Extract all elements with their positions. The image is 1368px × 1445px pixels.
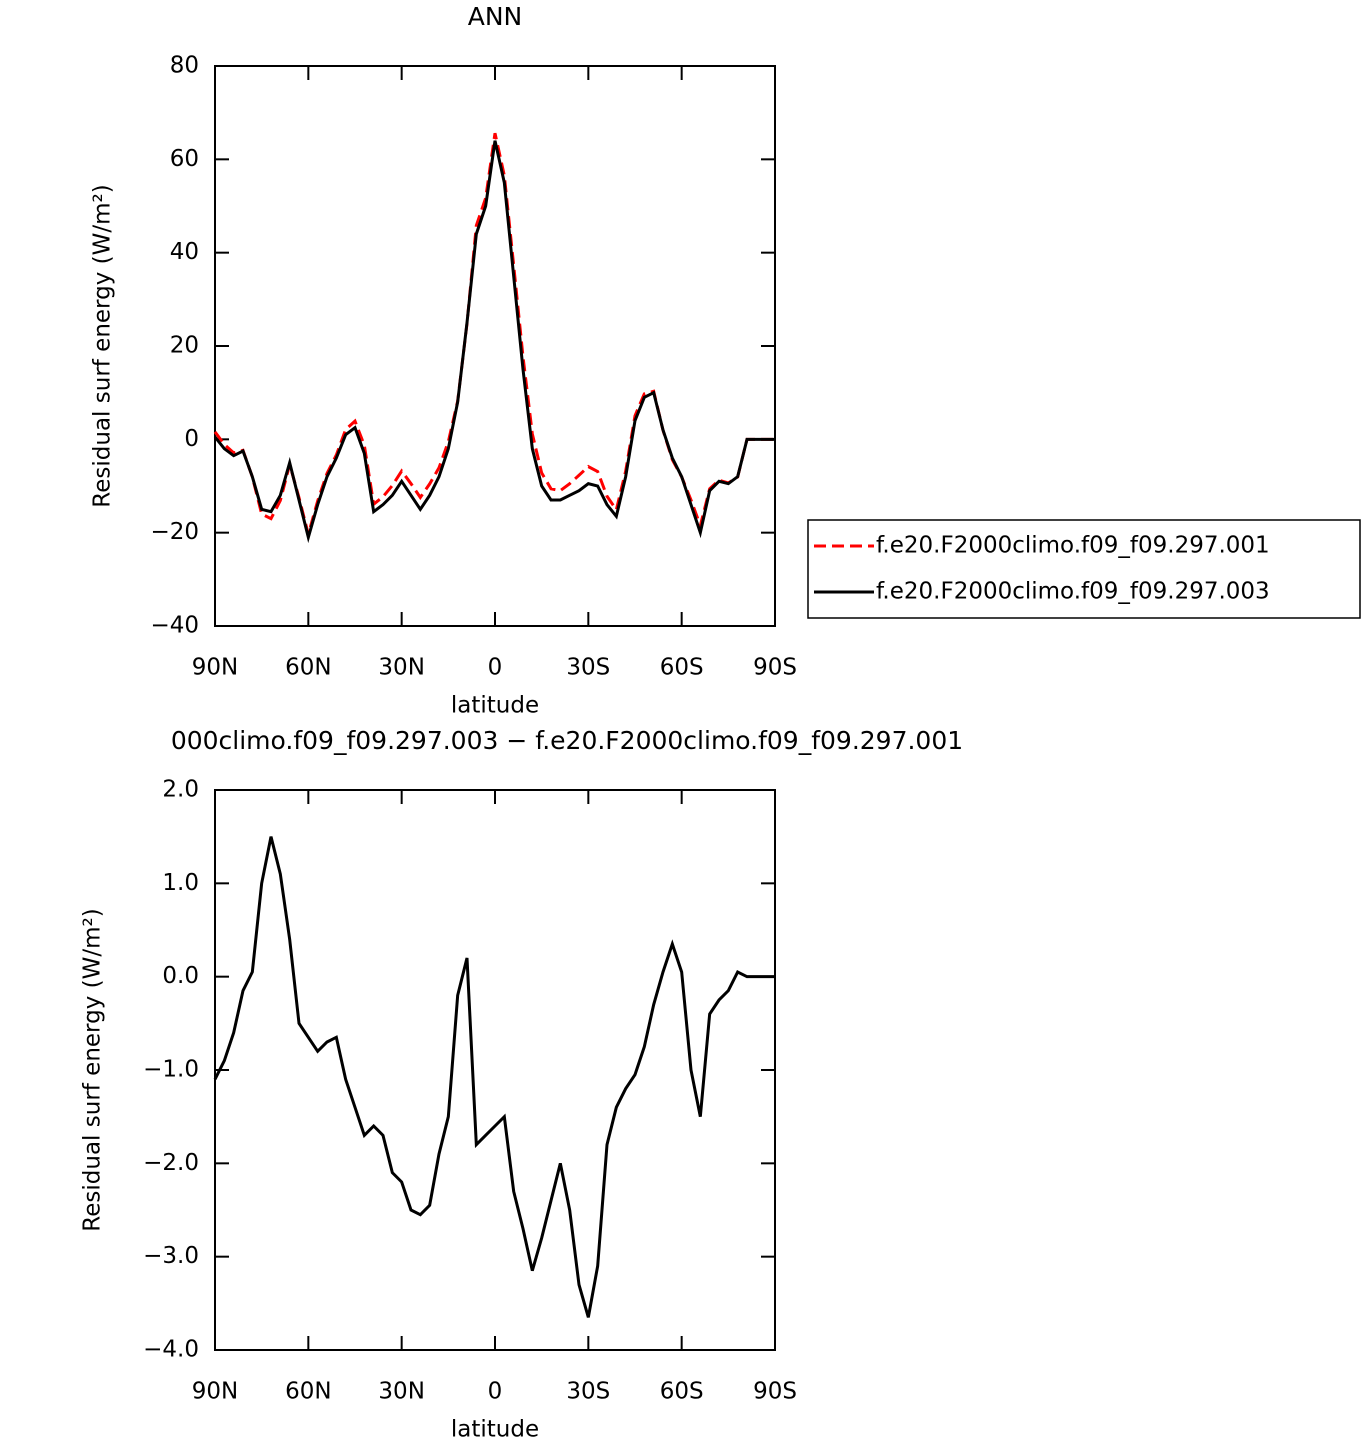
x-tick-label: 0 (488, 1379, 503, 1405)
data-line (213, 132, 775, 541)
y-tick-label: 60 (170, 146, 199, 172)
y-tick-label: −2.0 (143, 1150, 199, 1176)
y-tick-label: −1.0 (143, 1057, 199, 1083)
x-tick-label: 90N (192, 655, 238, 681)
x-tick-label: 60N (285, 1379, 331, 1405)
x-tick-label: 90S (753, 1379, 797, 1405)
chart-title: ANN (468, 2, 523, 31)
legend-box (807, 519, 1361, 619)
x-tick-label: 30S (566, 655, 610, 681)
chart-title: 000climo.f09_f09.297.003 − f.e20.F2000cl… (171, 726, 963, 755)
y-tick-label: −3.0 (143, 1243, 199, 1269)
y-axis-label: Residual surf energy (W/m²) (80, 908, 106, 1231)
y-tick-label: 0 (184, 426, 199, 452)
y-tick-label: 20 (170, 333, 199, 359)
x-tick-label: 30S (566, 1379, 610, 1405)
legend-label: f.e20.F2000climo.f09_f09.297.001 (876, 533, 1270, 559)
legend-label: f.e20.F2000climo.f09_f09.297.003 (876, 579, 1270, 605)
y-tick-label: 1.0 (162, 870, 199, 896)
x-tick-label: 90S (753, 655, 797, 681)
x-tick-label: 0 (488, 655, 503, 681)
x-tick-label: 30N (378, 1379, 424, 1405)
y-tick-label: 0.0 (162, 963, 199, 989)
y-tick-label: 80 (170, 53, 199, 79)
y-axis-label: Residual surf energy (W/m²) (90, 184, 116, 507)
y-tick-label: −40 (150, 613, 199, 639)
y-tick-label: −20 (150, 519, 199, 545)
x-tick-label: 60N (285, 655, 331, 681)
data-line (213, 836, 775, 1318)
x-tick-label: 60S (660, 1379, 704, 1405)
data-line (213, 140, 775, 544)
y-tick-label: 2.0 (162, 777, 199, 803)
x-axis-label: latitude (451, 693, 539, 719)
y-tick-label: 40 (170, 239, 199, 265)
x-tick-label: 30N (378, 655, 424, 681)
y-tick-label: −4.0 (143, 1337, 199, 1363)
x-axis-label: latitude (451, 1417, 539, 1443)
x-tick-label: 90N (192, 1379, 238, 1405)
x-tick-label: 60S (660, 655, 704, 681)
